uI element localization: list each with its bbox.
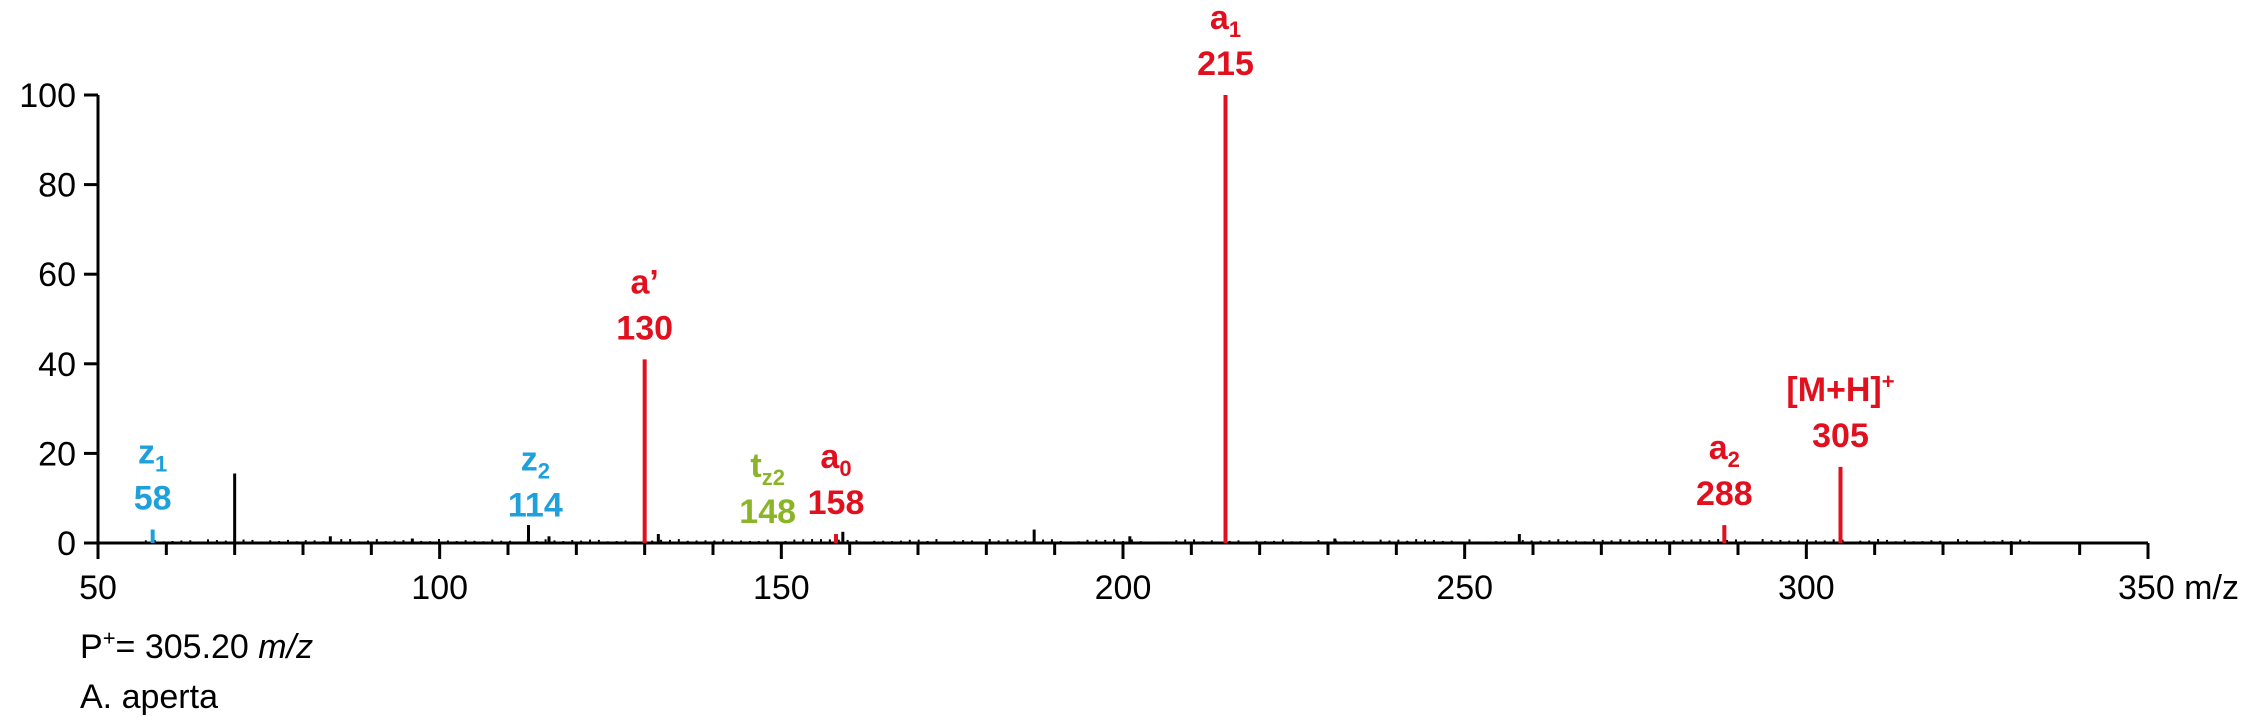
x-tick-label: 50 [79,569,117,607]
peak-mz-label: 305 [1812,417,1869,455]
x-tick-label: 300 [1778,569,1835,607]
precursor-charge: + [102,625,116,651]
x-tick-label: 150 [753,569,810,607]
peak-ion-label: z1 [138,434,167,477]
peaks [150,95,1843,543]
y-tick-label: 20 [38,435,76,473]
x-tick-label: 200 [1095,569,1152,607]
y-tick-label: 100 [19,77,76,115]
species-label: A. aperta [80,678,218,716]
precursor-label: P+= 305.20 m/z [80,625,314,667]
peak-ion-label: tz2 [750,447,785,490]
axes: 0 20 40 60 80 100 50 100 150 200 250 300 350 m/z [19,77,2239,607]
peak-mz-label: 58 [134,480,172,518]
peak-mz-label: 215 [1197,45,1254,83]
y-tick-label: 40 [38,346,76,384]
y-tick-label: 0 [57,525,76,563]
peak-mz-label: 288 [1696,475,1753,513]
peak-mz-label: 158 [808,484,865,522]
precursor-value: = 305.20 [115,628,259,666]
peak-ion-label: a’ [630,263,658,301]
precursor-unit: m/z [258,628,314,666]
peak-mz-label: 148 [739,493,796,531]
peak-ion-label: a2 [1709,429,1740,472]
peak-mz-label: 114 [508,486,563,524]
x-tick-label: 350 m/z [2118,569,2239,607]
baseline-noise [144,538,2031,543]
peak-mz-label: 130 [616,309,673,347]
peak-ion-label: a1 [1210,0,1241,42]
peak-ion-label: a0 [820,438,851,481]
peak-ion-label: [M+H]+ [1786,369,1894,409]
y-tick-label: 80 [38,167,76,205]
y-tick-label: 60 [38,256,76,294]
x-tick-label: 250 [1436,569,1493,607]
precursor-prefix: P [80,628,103,666]
peak-ion-label: z2 [521,440,550,483]
x-tick-label: 100 [411,569,468,607]
